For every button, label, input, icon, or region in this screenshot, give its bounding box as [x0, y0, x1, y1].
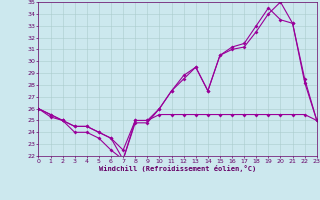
X-axis label: Windchill (Refroidissement éolien,°C): Windchill (Refroidissement éolien,°C) — [99, 165, 256, 172]
